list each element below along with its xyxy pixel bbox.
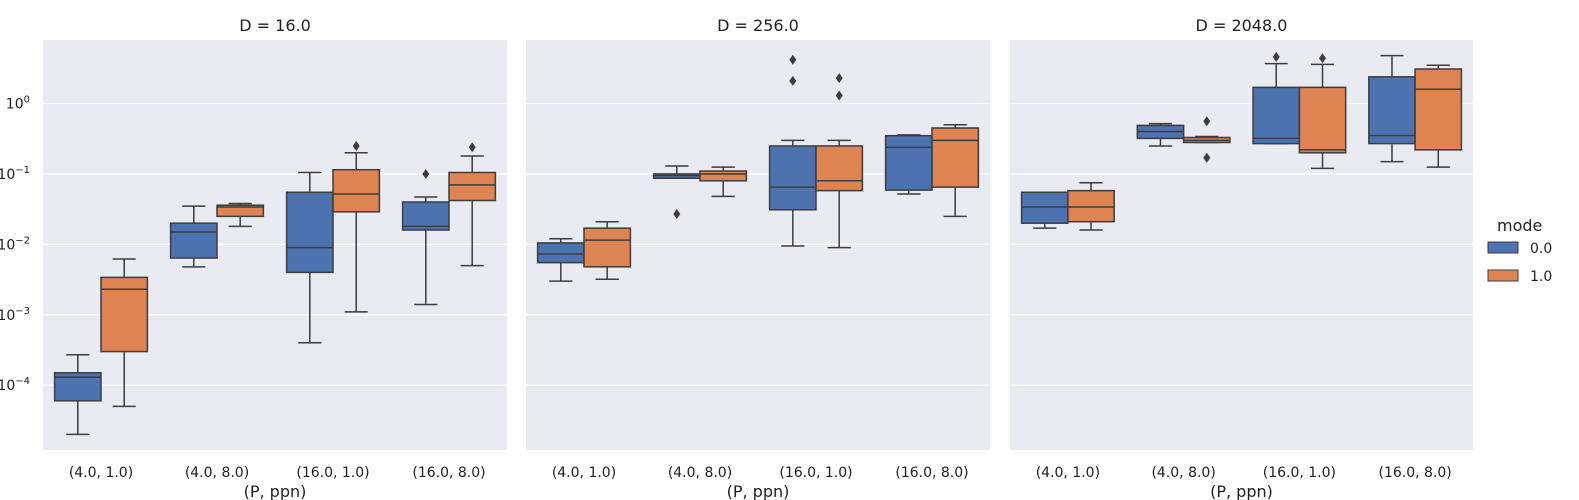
box-body (169, 222, 218, 259)
box-1.0 (100, 258, 149, 408)
box-body (100, 276, 149, 353)
box-0.0 (169, 205, 218, 268)
box-body (1067, 189, 1115, 223)
box-body (884, 134, 933, 191)
box-body (285, 191, 334, 274)
outlier-point (835, 90, 843, 101)
y-tick-label: 10−2 (0, 235, 30, 253)
x-tick-label: (16.0, 1.0) (296, 465, 369, 481)
legend-title: mode (1497, 216, 1542, 235)
panel-1: D = 16.0(4.0, 1.0) (4.0, 8.0) (16.0, 1.0)(… (0, 16, 507, 500)
outlier-point (673, 209, 681, 220)
box-0.0 (768, 54, 817, 247)
legend-swatch (1487, 241, 1519, 254)
x-axis-label: (P, ppn) (1210, 482, 1273, 500)
box-1.0 (583, 220, 632, 280)
panel-title: D = 16.0 (239, 16, 311, 35)
box-1.0 (1298, 53, 1347, 170)
box-body (536, 242, 585, 264)
outlier-point (1203, 116, 1211, 127)
box-body (1368, 76, 1416, 145)
box-body (216, 204, 265, 218)
x-axis-label: (P, ppn) (244, 482, 307, 500)
box-1.0 (931, 124, 980, 218)
box-body (401, 201, 450, 231)
outlier-point (835, 73, 843, 84)
box-body (1298, 86, 1347, 154)
box-1.0 (699, 166, 748, 198)
x-tick-label: (4.0, 8.0) (185, 465, 249, 481)
outlier-point (1203, 152, 1211, 163)
box-body (583, 227, 632, 268)
box-1.0 (815, 73, 864, 249)
x-tick-label: (16.0, 1.0) (779, 465, 852, 481)
box-body (448, 171, 497, 202)
outlier-point (422, 168, 430, 179)
y-tick-label: 10−1 (0, 165, 30, 183)
outlier-point (1272, 51, 1280, 62)
box-0.0 (1368, 54, 1416, 163)
panel-title: D = 2048.0 (1196, 16, 1288, 35)
box-1.0 (1414, 64, 1463, 168)
x-tick-label: (4.0, 1.0) (1036, 465, 1100, 481)
panel-3: D = 2048.0 (4.0, 1.0) (4.0, 8.0) (16.0, 1.0… (1010, 16, 1473, 500)
box-0.0 (1136, 122, 1185, 147)
box-body (931, 127, 980, 188)
y-tick-label: 10−4 (0, 376, 30, 394)
legend-swatch (1487, 269, 1519, 282)
legend-label: 1.0 (1530, 269, 1552, 285)
box-0.0 (1020, 191, 1069, 229)
x-tick-label: (4.0, 1.0) (552, 465, 616, 481)
x-tick-label: (4.0, 8.0) (668, 465, 732, 481)
legend: mode 0.0 1.0 (1487, 216, 1552, 285)
box-1.0 (448, 142, 497, 267)
outlier-point (468, 142, 476, 153)
box-1.0 (216, 202, 265, 228)
x-tick-label: (4.0, 1.0) (69, 465, 133, 481)
x-axis-label: (P, ppn) (727, 482, 790, 500)
panel-2: D = 256.0 (4.0, 1.0) (4.0, 8.0) (16.0, 1.0)… (526, 16, 990, 500)
x-tick-label: (4.0, 8.0) (1151, 465, 1215, 481)
outlier-point (789, 75, 797, 86)
x-tick-label: (16.0, 1.0) (1263, 465, 1336, 481)
box-body (332, 168, 381, 213)
box-body (1414, 68, 1463, 151)
box-body (1020, 191, 1069, 224)
y-tick-label: 100 (6, 95, 30, 113)
box-0.0 (285, 171, 334, 344)
box-body (768, 145, 817, 211)
outlier-point (352, 140, 360, 151)
x-tick-label: (16.0, 8.0) (412, 465, 485, 481)
box-body (1252, 86, 1301, 145)
panel-background (43, 40, 507, 450)
box-0.0 (652, 165, 701, 220)
box-1.0 (332, 140, 381, 313)
box-1.0 (1067, 182, 1115, 231)
box-1.0 (1182, 116, 1231, 163)
panel-title: D = 256.0 (717, 16, 799, 35)
x-tick-label: (16.0, 8.0) (1378, 465, 1451, 481)
box-0.0 (53, 354, 102, 436)
legend-label: 0.0 (1530, 241, 1552, 257)
x-tick-label: (16.0, 8.0) (895, 465, 968, 481)
y-tick-label: 10−3 (0, 306, 30, 324)
box-body (699, 170, 748, 182)
outlier-point (789, 54, 797, 65)
box-0.0 (884, 134, 933, 195)
outlier-point (1319, 53, 1327, 64)
box-0.0 (401, 168, 450, 306)
box-body (815, 145, 864, 192)
